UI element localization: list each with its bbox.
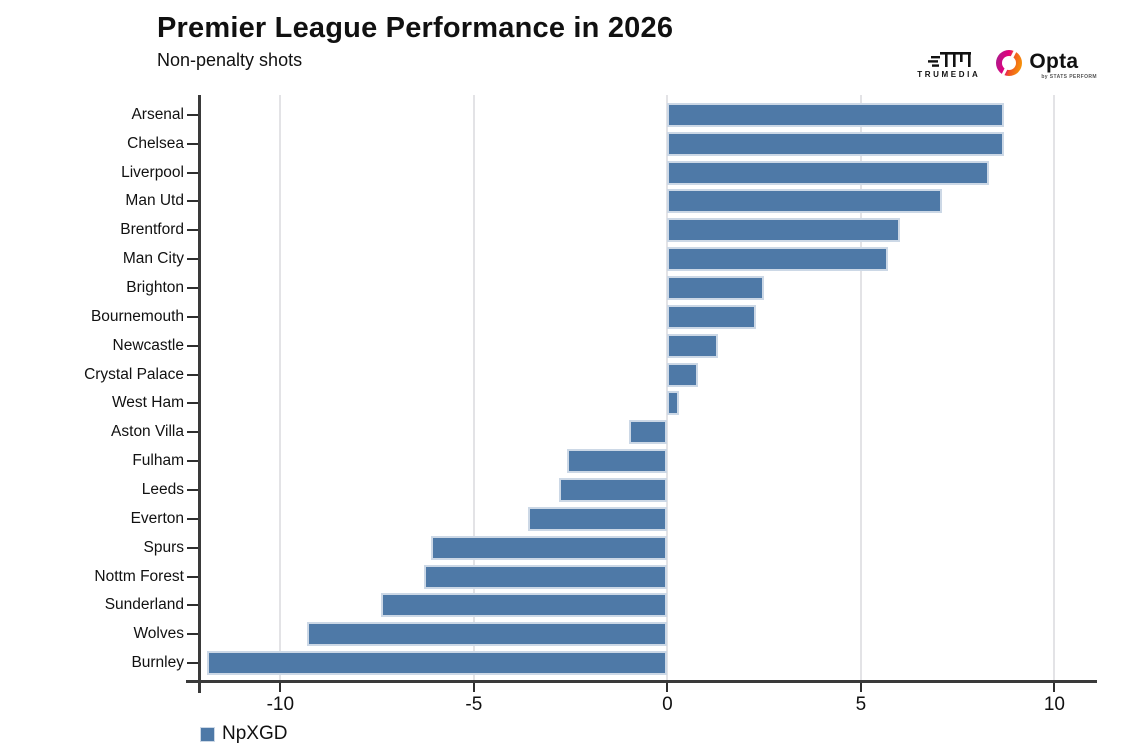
category-tick-man-utd (187, 200, 200, 203)
category-tick-chelsea (187, 142, 200, 145)
gridline-0 (666, 95, 669, 680)
x-tick-label-5: 5 (855, 694, 867, 715)
bar-newcastle (667, 333, 718, 358)
category-label-brighton: Brighton (126, 279, 184, 297)
opta-wordmark: Opta (1029, 50, 1079, 73)
bar-aston-villa (628, 420, 668, 445)
x-axis-line (186, 680, 1097, 683)
category-tick-west-ham (187, 402, 200, 405)
category-tick-everton (187, 517, 200, 520)
x-tick-5 (859, 683, 862, 692)
category-label-man-city: Man City (122, 250, 184, 268)
category-label-leeds: Leeds (141, 480, 184, 498)
bar-wolves (307, 622, 668, 647)
category-tick-brighton (187, 287, 200, 290)
gridline--5 (472, 95, 475, 680)
category-label-west-ham: West Ham (111, 394, 184, 412)
x-tick--10 (279, 683, 282, 692)
x-tick-label-0: 0 (662, 694, 673, 715)
category-label-nottm-forest: Nottm Forest (94, 567, 184, 585)
category-label-sunderland: Sunderland (104, 596, 184, 614)
category-label-spurs: Spurs (143, 538, 185, 556)
category-tick-burnley (187, 662, 200, 665)
bar-burnley (206, 651, 668, 676)
category-label-burnley: Burnley (131, 654, 184, 672)
chart-title: Premier League Performance in 2026 (157, 12, 674, 44)
category-tick-newcastle (187, 344, 200, 347)
bar-crystal-palace (667, 362, 699, 387)
category-tick-man-city (187, 258, 200, 261)
bar-liverpool (667, 160, 989, 185)
logo-bar: TRUMEDIA Opta by STATS PERFORM (917, 50, 1097, 80)
x-tick-0 (666, 683, 669, 692)
category-label-wolves: Wolves (133, 625, 184, 643)
category-tick-bournemouth (187, 315, 200, 318)
gridline-5 (859, 95, 862, 680)
legend-label: NpXGD (222, 723, 288, 744)
opta-sublabel: by STATS PERFORM (1041, 74, 1097, 80)
category-label-liverpool: Liverpool (121, 163, 184, 181)
trumedia-icon (927, 51, 971, 67)
bar-west-ham (667, 391, 679, 416)
bar-fulham (566, 449, 668, 474)
category-tick-brentford (187, 229, 200, 232)
x-tick-label-10: 10 (1043, 694, 1065, 715)
bar-nottm-forest (423, 564, 668, 589)
gridline-10 (1053, 95, 1056, 680)
bar-chelsea (667, 131, 1005, 156)
category-tick-liverpool (187, 171, 200, 174)
bar-everton (528, 506, 668, 531)
category-tick-arsenal (187, 113, 200, 116)
bar-arsenal (667, 102, 1005, 127)
category-label-newcastle: Newcastle (112, 336, 185, 354)
category-tick-fulham (187, 460, 200, 463)
x-tick-10 (1053, 683, 1056, 692)
category-tick-crystal-palace (187, 373, 200, 376)
category-label-crystal-palace: Crystal Palace (84, 365, 184, 383)
bar-man-utd (667, 189, 943, 214)
bar-man-city (667, 247, 888, 272)
category-label-brentford: Brentford (120, 221, 184, 239)
category-label-man-utd: Man Utd (125, 192, 184, 210)
bar-spurs (431, 535, 668, 560)
x-tick-label--5: -5 (465, 694, 483, 715)
category-tick-aston-villa (187, 431, 200, 434)
opta-logo: Opta by STATS PERFORM (996, 50, 1097, 80)
bar-sunderland (380, 593, 668, 618)
bar-brentford (667, 218, 900, 243)
opta-ring-icon (996, 50, 1023, 76)
category-tick-sunderland (187, 604, 200, 607)
chart-subtitle: Non-penalty shots (157, 50, 303, 70)
category-tick-nottm-forest (187, 575, 200, 578)
category-label-bournemouth: Bournemouth (90, 307, 184, 325)
category-tick-spurs (187, 546, 200, 549)
bar-leeds (559, 477, 668, 502)
legend-swatch-icon (200, 726, 215, 742)
category-label-everton: Everton (130, 509, 184, 527)
category-tick-wolves (187, 633, 200, 636)
x-tick-label--10: -10 (266, 694, 295, 715)
category-label-fulham: Fulham (132, 452, 184, 470)
trumedia-wordmark: TRUMEDIA (917, 69, 981, 79)
x-tick--5 (472, 683, 475, 692)
bar-bournemouth (667, 304, 757, 329)
category-label-aston-villa: Aston Villa (111, 423, 184, 441)
gridline--10 (279, 95, 282, 680)
category-tick-leeds (187, 488, 200, 491)
bar-brighton (667, 276, 765, 301)
category-label-arsenal: Arsenal (131, 105, 184, 123)
chart-legend: NpXGD (200, 723, 287, 745)
category-label-chelsea: Chelsea (127, 134, 184, 152)
y-axis-line (198, 95, 201, 693)
trumedia-logo: TRUMEDIA (917, 51, 981, 79)
